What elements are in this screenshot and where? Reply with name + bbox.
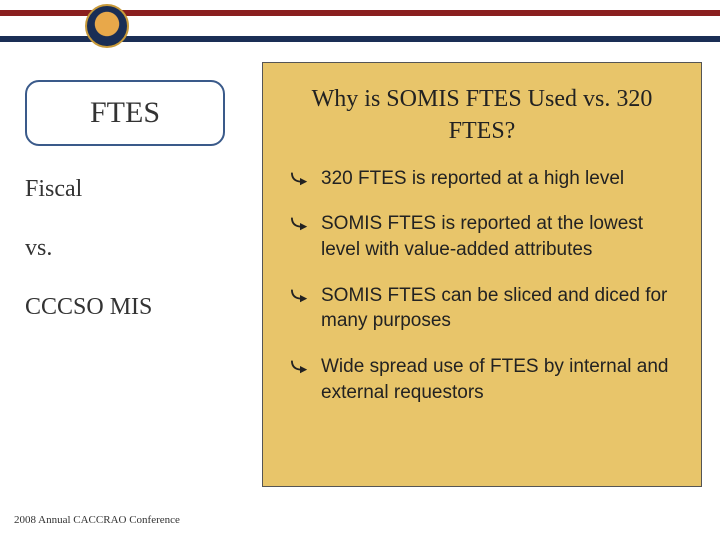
bullet-item: SOMIS FTES can be sliced and diced for m… [287,283,677,334]
bullet-arrow-icon [289,286,311,304]
bullet-text: SOMIS FTES can be sliced and diced for m… [321,285,667,332]
bullet-arrow-icon [289,357,311,375]
bullet-item: SOMIS FTES is reported at the lowest lev… [287,211,677,262]
sidebar-line-2: vs. [25,233,255,264]
bullet-arrow-icon [289,169,311,187]
bullet-text: SOMIS FTES is reported at the lowest lev… [321,213,643,260]
panel-title: Why is SOMIS FTES Used vs. 320 FTES? [287,83,677,148]
bullet-arrow-icon [289,214,311,232]
content-panel: Why is SOMIS FTES Used vs. 320 FTES? 320… [262,62,702,487]
bullet-item: Wide spread use of FTES by internal and … [287,354,677,405]
sidebar-line-3: CCCSO MIS [25,292,255,323]
bullet-item: 320 FTES is reported at a high level [287,166,677,192]
bullet-list: 320 FTES is reported at a high level SOM… [287,166,677,405]
seal-logo [85,4,129,48]
left-column: FTES Fiscal vs. CCCSO MIS [25,80,255,324]
title-badge: FTES [25,80,225,146]
footer-text: 2008 Annual CACCRAO Conference [14,514,180,526]
sidebar-line-1: Fiscal [25,174,255,205]
bullet-text: 320 FTES is reported at a high level [321,168,624,189]
bullet-text: Wide spread use of FTES by internal and … [321,356,668,403]
